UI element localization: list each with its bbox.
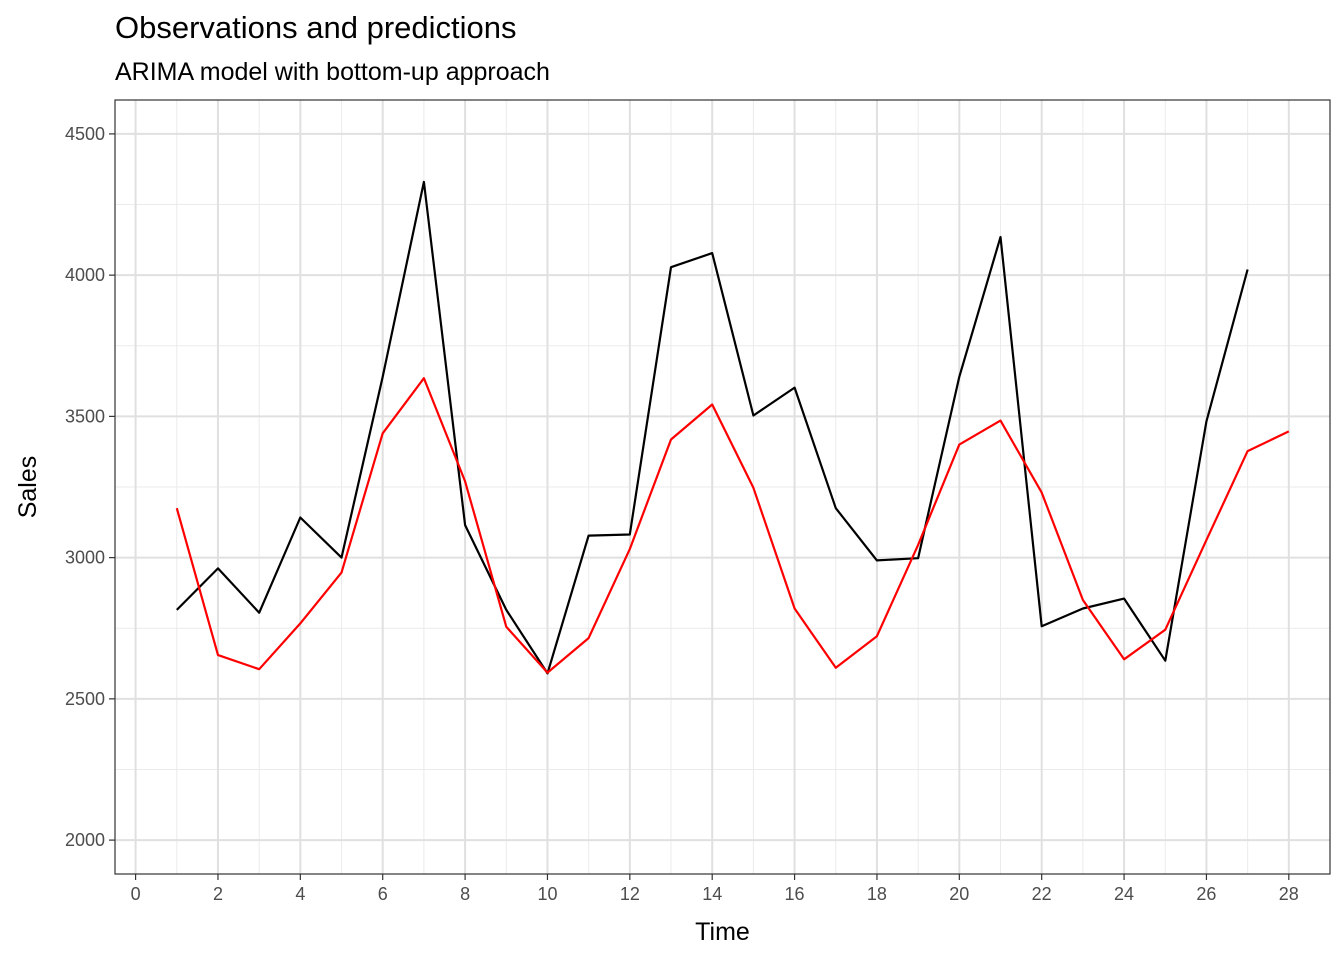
x-tick-label: 10 xyxy=(537,884,557,904)
x-tick-label: 28 xyxy=(1279,884,1299,904)
x-tick-label: 20 xyxy=(949,884,969,904)
y-tick-label: 2500 xyxy=(65,689,105,709)
chart-subtitle: ARIMA model with bottom-up approach xyxy=(115,58,550,86)
y-tick-label: 3000 xyxy=(65,548,105,568)
x-tick-label: 2 xyxy=(213,884,223,904)
x-axis: 0 2 4 6 8 10 12 14 16 18 20 22 24 26 28 xyxy=(131,874,1299,904)
minor-gridlines xyxy=(115,100,1331,874)
x-tick-label: 0 xyxy=(131,884,141,904)
observations-line xyxy=(176,180,1249,675)
y-axis: 2000 2500 3000 3500 4000 4500 xyxy=(65,124,115,850)
x-tick-label: 8 xyxy=(460,884,470,904)
y-tick-label: 3500 xyxy=(65,406,105,426)
y-tick-label: 4000 xyxy=(65,265,105,285)
x-tick-label: 24 xyxy=(1114,884,1134,904)
x-tick-label: 18 xyxy=(867,884,887,904)
y-tick-label: 4500 xyxy=(65,124,105,144)
x-tick-label: 22 xyxy=(1032,884,1052,904)
major-gridlines xyxy=(115,100,1330,874)
x-tick-label: 14 xyxy=(702,884,722,904)
x-tick-label: 16 xyxy=(785,884,805,904)
plot-panel-border xyxy=(114,99,1331,875)
y-axis-title: Sales xyxy=(14,456,42,519)
x-axis-title: Time xyxy=(695,918,750,946)
x-tick-label: 12 xyxy=(620,884,640,904)
y-tick-label: 2000 xyxy=(65,830,105,850)
x-tick-label: 26 xyxy=(1196,884,1216,904)
predictions-line xyxy=(175,377,1290,674)
x-tick-label: 4 xyxy=(295,884,305,904)
series-layer xyxy=(175,180,1290,675)
x-tick-label: 6 xyxy=(378,884,388,904)
chart-title: Observations and predictions xyxy=(115,10,517,45)
